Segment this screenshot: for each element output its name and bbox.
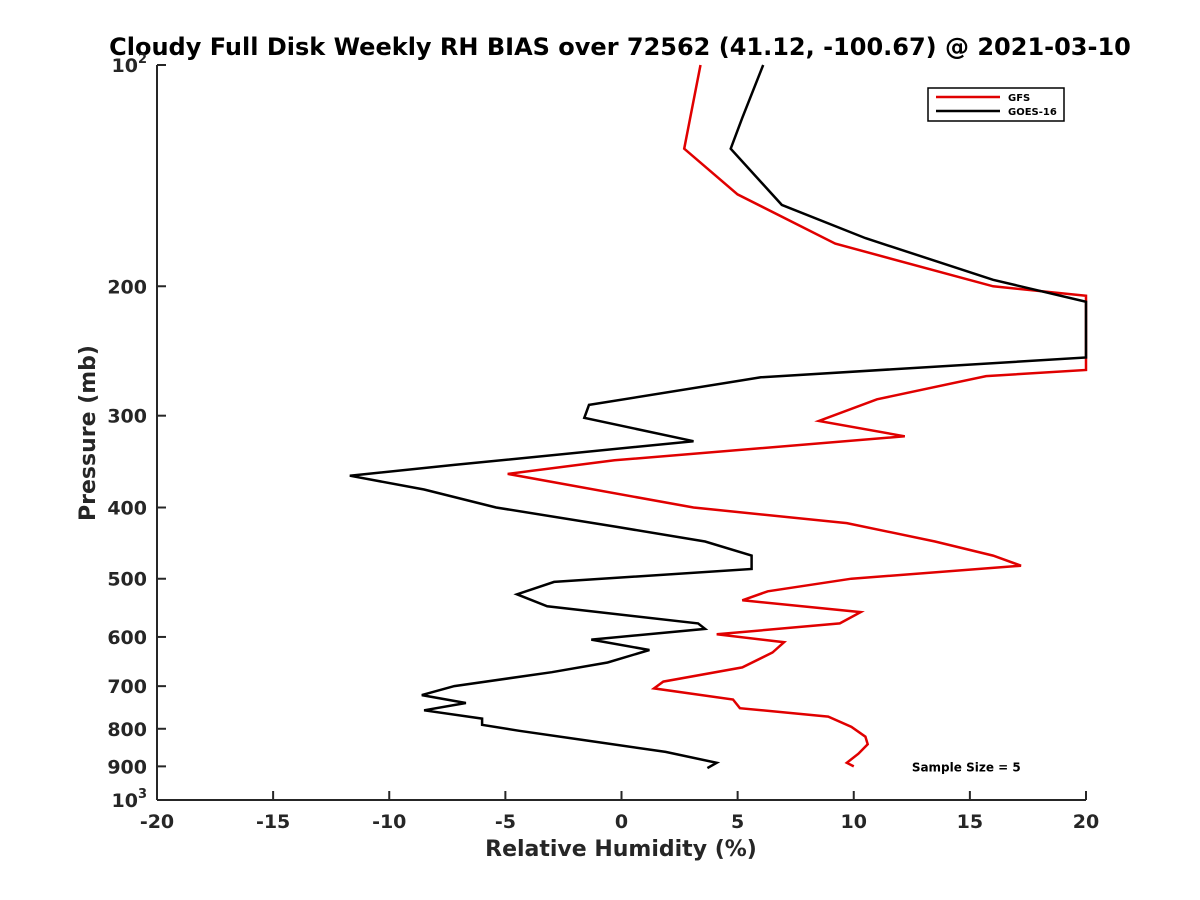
legend-box <box>927 87 1065 122</box>
series-line-gfs <box>507 64 1088 768</box>
annotations: Sample Size = 5 <box>912 760 1021 774</box>
y-tick-label: 103 <box>112 787 148 812</box>
x-tick-label: -20 <box>140 811 174 833</box>
y-tick-label: 102 <box>112 52 148 77</box>
y-tick-label: 500 <box>107 569 147 591</box>
plot-area <box>157 65 1086 800</box>
x-ticks: -20 -15 -10 -5 0 5 10 15 20 <box>140 791 1099 833</box>
y-tick-label: 400 <box>107 498 147 520</box>
x-tick-label: -10 <box>372 811 406 833</box>
sample-size-annotation: Sample Size = 5 <box>912 760 1021 774</box>
series-layer <box>349 64 1088 770</box>
y-tick-label: 900 <box>107 756 147 778</box>
x-tick-label: 10 <box>841 811 867 833</box>
x-tick-label: 0 <box>615 811 628 833</box>
y-ticks: 102 200 300 400 500 600 700 800 900 103 <box>107 52 166 812</box>
legend-label-goes-16: GOES-16 <box>1008 107 1057 118</box>
chart-title: Cloudy Full Disk Weekly RH BIAS over 725… <box>109 33 1131 61</box>
x-tick-label: 15 <box>957 811 983 833</box>
legend-label-gfs: GFS <box>1008 93 1030 104</box>
x-axis-label: Relative Humidity (%) <box>485 837 757 862</box>
x-tick-label: 20 <box>1073 811 1099 833</box>
y-tick-label: 700 <box>107 676 147 698</box>
y-axis-label: Pressure (mb) <box>76 345 101 521</box>
y-tick-label: 600 <box>107 627 147 649</box>
legend: GFS GOES-16 <box>927 87 1065 122</box>
x-tick-label: 5 <box>731 811 744 833</box>
x-tick-label: -5 <box>495 811 516 833</box>
y-tick-label: 800 <box>107 719 147 741</box>
series-line-goes-16 <box>349 64 1088 770</box>
y-tick-label: 200 <box>107 276 147 298</box>
x-tick-label: -15 <box>256 811 290 833</box>
y-tick-label: 300 <box>107 406 147 428</box>
